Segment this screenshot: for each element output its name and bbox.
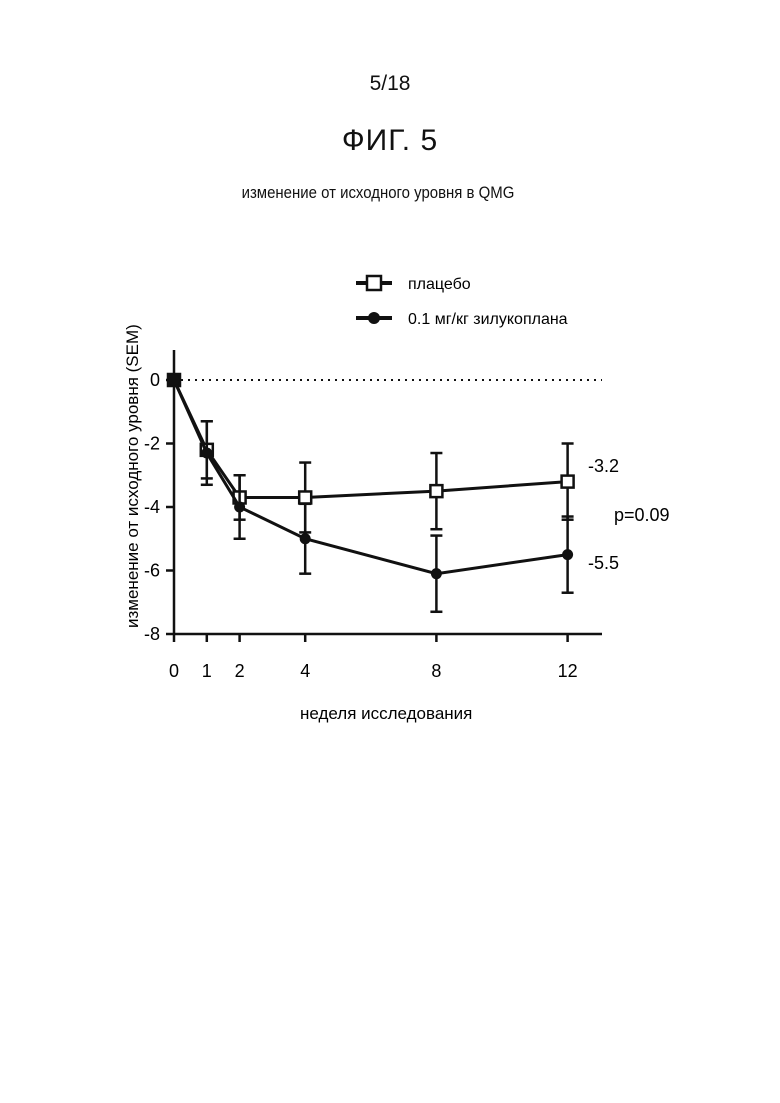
annotation-placebo-final: -3.2 (588, 456, 619, 476)
data-point-zilucoplan (562, 549, 573, 560)
series-line-zilucoplan (174, 380, 568, 574)
annotation-zilucoplan-final: -5.5 (588, 553, 619, 573)
y-axis-label: изменение от исходного уровня (SEM) (123, 324, 142, 628)
y-tick-label: 0 (150, 370, 160, 390)
legend-marker-placebo (367, 276, 381, 290)
legend-marker-zilucoplan (368, 312, 380, 324)
legend-label-placebo: плацебо (408, 276, 471, 293)
data-marks (168, 374, 574, 612)
data-point-placebo (562, 476, 574, 488)
data-point-placebo (430, 485, 442, 497)
series-line-placebo (174, 380, 568, 497)
y-tick-label: -8 (144, 624, 160, 644)
x-tick-label: 2 (235, 661, 245, 681)
y-tick-label: -4 (144, 497, 160, 517)
x-tick-label: 12 (558, 661, 578, 681)
x-tick-label: 1 (202, 661, 212, 681)
legend-label-zilucoplan: 0.1 мг/кг зилукоплана (408, 311, 568, 328)
data-point-zilucoplan (300, 533, 311, 544)
legend: плацебо 0.1 мг/кг зилукоплана (356, 276, 568, 328)
x-tick-label: 8 (431, 661, 441, 681)
data-point-placebo (299, 491, 311, 503)
data-point-zilucoplan (234, 502, 245, 513)
series-placebo (168, 374, 574, 532)
x-tick-label: 0 (169, 661, 179, 681)
x-axis-label: неделя исследования (300, 704, 472, 723)
y-tick-label: -6 (144, 561, 160, 581)
data-point-zilucoplan (431, 568, 442, 579)
data-point-zilucoplan (169, 375, 180, 386)
annotation-p-value: p=0.09 (614, 505, 670, 525)
x-tick-label: 4 (300, 661, 310, 681)
y-tick-label: -2 (144, 434, 160, 454)
data-point-zilucoplan (201, 448, 212, 459)
